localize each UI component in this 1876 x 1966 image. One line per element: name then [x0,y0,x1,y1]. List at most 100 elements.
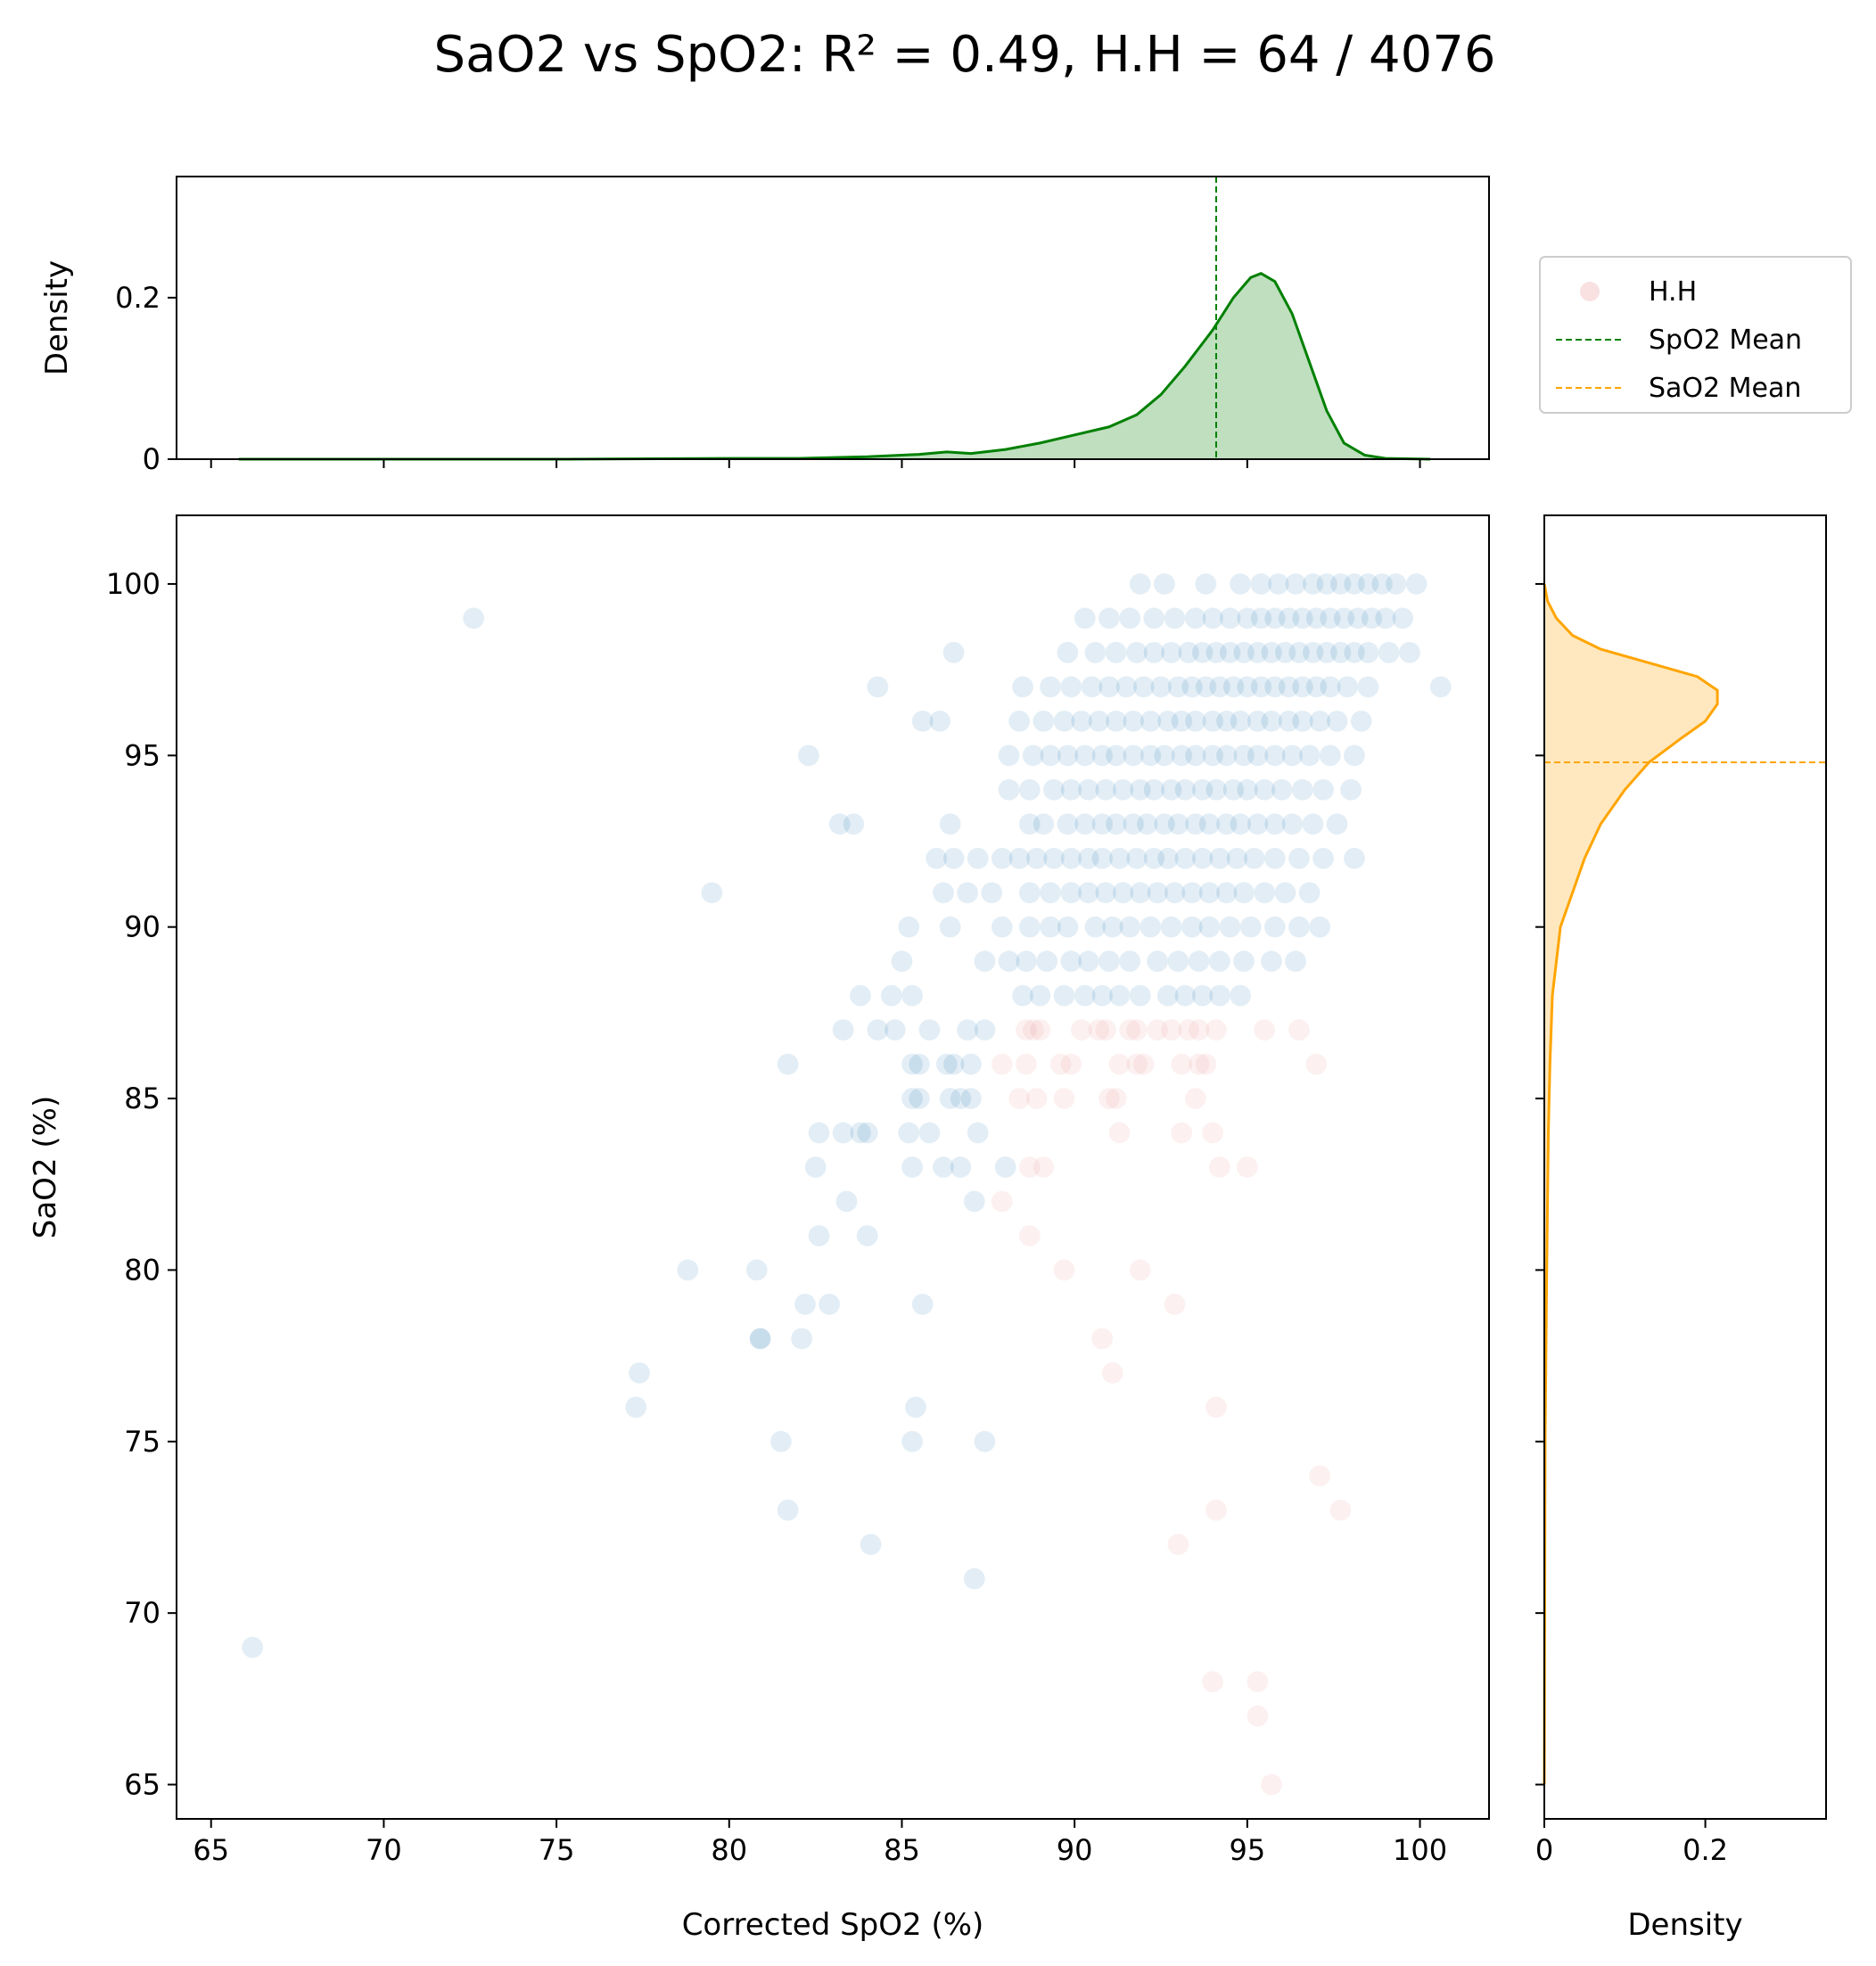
data-point [1090,847,1114,870]
data-point [884,1018,907,1041]
data-point [904,1395,927,1419]
data-point [1246,1705,1269,1728]
data-point [939,916,962,939]
data-point [1111,881,1134,904]
data-point [1208,984,1231,1008]
data-point [1166,1533,1189,1556]
data-point [804,1156,827,1179]
data-point [991,847,1014,870]
data-point [917,1122,941,1145]
y-tick-label: 80 [124,1253,160,1287]
data-point [911,710,934,733]
data-point [942,641,966,664]
data-point [1025,1087,1049,1110]
marginal-x-ytick-label: 0 [143,442,160,476]
data-point [1277,606,1300,629]
data-point [1215,710,1238,733]
data-point [1163,881,1186,904]
data-point [1098,606,1121,629]
data-point [1301,572,1324,596]
data-point [1229,710,1252,733]
data-point [1343,744,1366,767]
marginal-x-ytick-label: 0.2 [115,281,160,315]
data-point [1429,675,1452,698]
data-point [1291,675,1314,698]
data-point [1156,847,1180,870]
data-point [777,1053,800,1076]
x-axis-label: Corrected SpO2 (%) [682,1907,984,1943]
data-point [1074,984,1097,1008]
data-point [1022,1018,1045,1041]
data-point [1018,916,1041,939]
data-point [949,1156,972,1179]
data-point [1218,606,1241,629]
data-point [808,1122,831,1145]
data-point [1391,606,1414,629]
data-point [1173,984,1197,1008]
data-point [797,744,820,767]
data-point [1008,1087,1031,1110]
data-point [1332,606,1355,629]
y-tick-label: 95 [124,738,160,772]
data-point [1190,641,1214,664]
data-point [1129,984,1152,1008]
data-point [1142,778,1165,802]
data-point [1291,778,1314,802]
data-point [1222,675,1245,698]
data-point [1129,778,1152,802]
data-point [1339,778,1362,802]
data-point [1304,675,1328,698]
data-point [1205,1499,1228,1522]
data-point [1136,812,1159,835]
data-point [1018,1224,1041,1247]
data-point [1087,710,1110,733]
data-point [700,881,723,904]
data-point [1053,984,1076,1008]
data-point [1011,675,1034,698]
data-point [1077,778,1100,802]
data-point [866,1018,889,1041]
data-point [1111,778,1134,802]
data-point [1118,916,1141,939]
data-point [1118,950,1141,973]
data-point [1319,606,1342,629]
data-point [1236,778,1259,802]
data-point [1163,606,1186,629]
legend-label: H.H [1649,276,1697,308]
data-point [1246,710,1269,733]
data-point [1153,744,1176,767]
data-point [897,916,920,939]
data-point [1288,916,1311,939]
data-point [1025,847,1049,870]
data-point [1218,916,1241,939]
data-point [1108,1053,1131,1076]
data-point [1101,916,1124,939]
data-point [1298,744,1321,767]
data-point [1160,778,1183,802]
data-point [1081,675,1104,698]
data-point [1201,744,1224,767]
data-point [1059,847,1082,870]
data-point [1243,847,1266,870]
data-point [1205,1395,1228,1419]
data-point [967,1122,990,1145]
marginal-x-ylabel: Density [39,260,75,375]
data-point [1260,1773,1283,1797]
data-point [749,1327,772,1350]
data-point [835,1189,858,1213]
data-point [1356,641,1379,664]
data-point [1201,1122,1224,1145]
scatter-series-hh [991,1018,1352,1797]
x-tick-label: 85 [884,1833,920,1867]
data-point [1232,881,1255,904]
data-point [1056,916,1079,939]
data-point [1249,675,1272,698]
data-point [1018,778,1041,802]
data-point [1028,1018,1051,1041]
data-point [1184,1087,1207,1110]
y-tick-label: 85 [124,1082,160,1115]
x-tick-label: 90 [1057,1833,1093,1867]
data-point [1301,812,1324,835]
data-point [1083,641,1107,664]
